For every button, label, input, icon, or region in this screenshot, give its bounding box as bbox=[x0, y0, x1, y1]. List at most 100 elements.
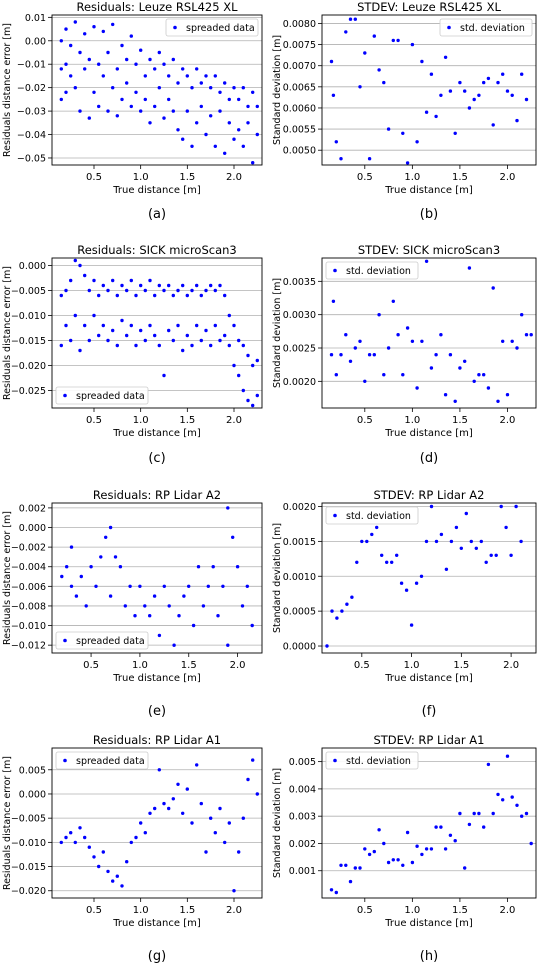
data-point bbox=[240, 604, 245, 608]
data-point bbox=[396, 858, 400, 862]
data-point bbox=[372, 353, 376, 357]
data-point bbox=[429, 72, 434, 76]
data-point bbox=[448, 89, 453, 93]
y-tick-label: 0.000 bbox=[19, 261, 46, 272]
panel-caption: (h) bbox=[420, 949, 438, 964]
data-point bbox=[246, 398, 250, 403]
data-point bbox=[325, 644, 329, 648]
panel-f-chart: 0.5 1.0 1.5 2.0 0.0000 0.0005 0.0010 0.0015 0.00… bbox=[272, 488, 537, 719]
x-tick-label: 0.5 bbox=[357, 172, 373, 183]
chart-title: Residuals: RP Lidar A1 bbox=[93, 733, 221, 747]
data-point bbox=[167, 328, 171, 333]
data-point bbox=[405, 326, 410, 330]
data-point bbox=[69, 545, 74, 549]
y-tick-label: −0.01 bbox=[17, 60, 46, 71]
data-point bbox=[204, 850, 208, 854]
x-axis-label: True distance [m] bbox=[384, 918, 473, 929]
data-point bbox=[139, 283, 143, 288]
data-point bbox=[448, 833, 453, 837]
data-point bbox=[467, 822, 472, 827]
data-point bbox=[78, 50, 82, 55]
data-point bbox=[472, 97, 476, 102]
data-point bbox=[195, 283, 199, 288]
data-point bbox=[157, 50, 161, 55]
data-point bbox=[499, 504, 503, 509]
data-point bbox=[409, 623, 414, 627]
x-tick-label: 1.0 bbox=[404, 905, 420, 916]
legend-marker bbox=[333, 513, 337, 518]
data-point bbox=[515, 118, 519, 123]
data-point bbox=[181, 283, 185, 288]
legend: spreaded data bbox=[165, 18, 259, 37]
data-point bbox=[157, 283, 161, 288]
data-point bbox=[92, 313, 96, 318]
data-point bbox=[520, 814, 524, 818]
data-point bbox=[331, 93, 336, 98]
y-tick-label: 0.0060 bbox=[283, 103, 316, 114]
data-point bbox=[496, 792, 500, 797]
data-point bbox=[420, 852, 424, 857]
axes-frame bbox=[321, 14, 537, 166]
data-point bbox=[201, 604, 206, 608]
data-point bbox=[444, 567, 449, 571]
x-tick-label: 1.5 bbox=[181, 660, 197, 671]
axes-frame bbox=[51, 747, 263, 899]
data-point bbox=[218, 806, 222, 811]
x-tick-label: 2.0 bbox=[500, 172, 516, 183]
data-point bbox=[519, 539, 523, 544]
x-tick-label: 1.5 bbox=[179, 415, 195, 426]
data-point bbox=[255, 104, 259, 109]
data-point bbox=[474, 546, 478, 550]
y-axis-label: Standard deviation [m] bbox=[272, 278, 283, 388]
x-tick-label: 2.0 bbox=[503, 660, 519, 671]
data-point bbox=[380, 553, 384, 557]
data-point bbox=[434, 353, 438, 357]
x-tick-label: 1.0 bbox=[133, 172, 149, 183]
data-point bbox=[360, 539, 364, 544]
data-point bbox=[505, 393, 510, 397]
data-point bbox=[106, 50, 110, 55]
data-point bbox=[199, 293, 203, 298]
data-point bbox=[108, 525, 113, 530]
data-point bbox=[424, 259, 429, 263]
data-point bbox=[396, 38, 400, 43]
data-point bbox=[501, 72, 505, 76]
data-point bbox=[209, 343, 213, 348]
data-point bbox=[496, 80, 500, 85]
data-point bbox=[223, 151, 227, 155]
data-point bbox=[148, 614, 152, 618]
data-point bbox=[211, 565, 215, 569]
axes-frame bbox=[321, 502, 537, 654]
x-tick-label: 2.0 bbox=[230, 660, 246, 671]
data-point bbox=[108, 594, 113, 598]
y-tick-label: −0.05 bbox=[17, 153, 46, 164]
data-point bbox=[231, 535, 235, 539]
x-axis-label: True distance [m] bbox=[112, 185, 201, 196]
data-point bbox=[153, 67, 157, 71]
x-tick-label: 1.5 bbox=[453, 660, 469, 671]
legend-marker bbox=[63, 758, 67, 763]
data-point bbox=[176, 288, 180, 293]
data-point bbox=[367, 353, 372, 357]
data-point bbox=[204, 328, 208, 333]
data-point bbox=[504, 525, 508, 530]
data-point bbox=[106, 288, 110, 293]
data-point bbox=[153, 293, 157, 298]
data-point bbox=[429, 366, 434, 370]
data-point bbox=[377, 313, 381, 317]
data-point bbox=[232, 323, 236, 328]
data-point bbox=[195, 67, 199, 71]
y-tick-label: −0.008 bbox=[11, 601, 46, 612]
data-point bbox=[209, 86, 213, 90]
data-point bbox=[472, 811, 476, 816]
y-tick-label: 0.0080 bbox=[283, 19, 316, 30]
y-tick-label: −0.012 bbox=[11, 641, 46, 652]
data-point bbox=[467, 106, 472, 110]
data-point bbox=[235, 565, 240, 569]
data-point bbox=[414, 581, 419, 585]
data-point bbox=[355, 560, 359, 564]
data-point bbox=[195, 763, 199, 767]
data-point bbox=[64, 835, 68, 840]
data-point bbox=[358, 339, 362, 343]
data-point bbox=[482, 825, 486, 829]
